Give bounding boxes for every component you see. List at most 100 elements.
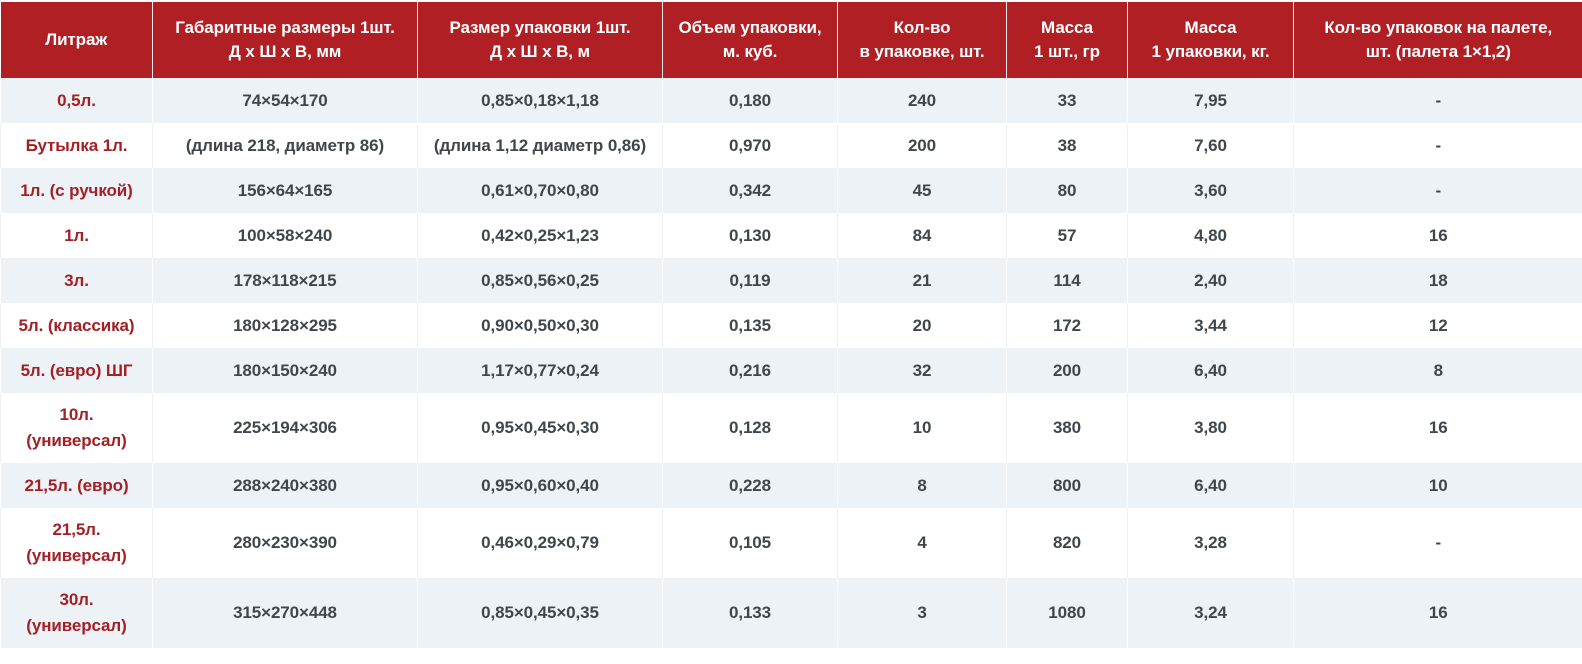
mass-per-item-cell: 114 <box>1006 258 1128 303</box>
package-volume-cell: 0,228 <box>662 463 838 508</box>
table-row: 5л. (классика) 180×128×295 0,90×0,50×0,3… <box>0 303 1582 348</box>
table-header: Литраж Габаритные размеры 1шт. Д х Ш х В… <box>0 2 1582 78</box>
packages-per-pallet-cell: - <box>1293 508 1582 578</box>
mass-per-item-cell: 800 <box>1006 463 1128 508</box>
row-label-cell: 1л. (с ручкой) <box>0 168 153 213</box>
package-volume-cell: 0,130 <box>662 213 838 258</box>
table-row: 30л. (универсал) 315×270×448 0,85×0,45×0… <box>0 578 1582 648</box>
table-row: 21,5л. (универсал) 280×230×390 0,46×0,29… <box>0 508 1582 578</box>
table-row: 1л. 100×58×240 0,42×0,25×1,23 0,130 84 5… <box>0 213 1582 258</box>
package-size-cell: 0,85×0,45×0,35 <box>417 578 663 648</box>
packaging-specs-page: Литраж Габаритные размеры 1шт. Д х Ш х В… <box>0 2 1582 648</box>
item-dimensions-cell: 225×194×306 <box>152 393 418 463</box>
qty-per-package-cell: 4 <box>837 508 1007 578</box>
row-label-cell: 0,5л. <box>0 78 153 123</box>
item-dimensions-cell: (длина 218, диаметр 86) <box>152 123 418 168</box>
package-size-cell: 1,17×0,77×0,24 <box>417 348 663 393</box>
package-size-cell: 0,42×0,25×1,23 <box>417 213 663 258</box>
row-label-cell: Бутылка 1л. <box>0 123 153 168</box>
row-label-cell: 21,5л. (евро) <box>0 463 153 508</box>
mass-per-package-cell: 7,95 <box>1127 78 1294 123</box>
mass-per-package-cell: 3,80 <box>1127 393 1294 463</box>
package-size-cell: 0,90×0,50×0,30 <box>417 303 663 348</box>
qty-per-package-cell: 21 <box>837 258 1007 303</box>
header-packages-per-pallet: Кол-во упаковок на палете, шт. (палета 1… <box>1293 2 1582 78</box>
package-size-cell: 0,85×0,18×1,18 <box>417 78 663 123</box>
packaging-specs-table: Литраж Габаритные размеры 1шт. Д х Ш х В… <box>0 2 1582 648</box>
table-row: 1л. (с ручкой) 156×64×165 0,61×0,70×0,80… <box>0 168 1582 213</box>
table-row: 0,5л. 74×54×170 0,85×0,18×1,18 0,180 240… <box>0 78 1582 123</box>
package-size-cell: (длина 1,12 диаметр 0,86) <box>417 123 663 168</box>
mass-per-package-cell: 3,60 <box>1127 168 1294 213</box>
row-label-cell: 3л. <box>0 258 153 303</box>
qty-per-package-cell: 10 <box>837 393 1007 463</box>
package-volume-cell: 0,105 <box>662 508 838 578</box>
packages-per-pallet-cell: 16 <box>1293 578 1582 648</box>
qty-per-package-cell: 32 <box>837 348 1007 393</box>
item-dimensions-cell: 100×58×240 <box>152 213 418 258</box>
row-label-cell: 1л. <box>0 213 153 258</box>
item-dimensions-cell: 288×240×380 <box>152 463 418 508</box>
qty-per-package-cell: 84 <box>837 213 1007 258</box>
package-volume-cell: 0,342 <box>662 168 838 213</box>
item-dimensions-cell: 315×270×448 <box>152 578 418 648</box>
package-volume-cell: 0,133 <box>662 578 838 648</box>
row-label-cell: 10л. (универсал) <box>0 393 153 463</box>
package-volume-cell: 0,135 <box>662 303 838 348</box>
header-package-volume: Объем упаковки, м. куб. <box>662 2 838 78</box>
header-mass-per-package: Масса 1 упаковки, кг. <box>1127 2 1294 78</box>
packages-per-pallet-cell: 16 <box>1293 393 1582 463</box>
mass-per-item-cell: 38 <box>1006 123 1128 168</box>
packages-per-pallet-cell: 16 <box>1293 213 1582 258</box>
header-row: Литраж Габаритные размеры 1шт. Д х Ш х В… <box>0 2 1582 78</box>
table-row: 21,5л. (евро) 288×240×380 0,95×0,60×0,40… <box>0 463 1582 508</box>
table-row: Бутылка 1л. (длина 218, диаметр 86) (дли… <box>0 123 1582 168</box>
packages-per-pallet-cell: 18 <box>1293 258 1582 303</box>
mass-per-item-cell: 380 <box>1006 393 1128 463</box>
item-dimensions-cell: 180×128×295 <box>152 303 418 348</box>
row-label-cell: 5л. (классика) <box>0 303 153 348</box>
header-item-dimensions: Габаритные размеры 1шт. Д х Ш х В, мм <box>152 2 418 78</box>
mass-per-package-cell: 3,24 <box>1127 578 1294 648</box>
mass-per-item-cell: 820 <box>1006 508 1128 578</box>
item-dimensions-cell: 180×150×240 <box>152 348 418 393</box>
mass-per-item-cell: 80 <box>1006 168 1128 213</box>
mass-per-package-cell: 3,28 <box>1127 508 1294 578</box>
package-size-cell: 0,46×0,29×0,79 <box>417 508 663 578</box>
row-label-cell: 21,5л. (универсал) <box>0 508 153 578</box>
qty-per-package-cell: 3 <box>837 578 1007 648</box>
header-qty-per-package: Кол-во в упаковке, шт. <box>837 2 1007 78</box>
table-row: 3л. 178×118×215 0,85×0,56×0,25 0,119 21 … <box>0 258 1582 303</box>
header-mass-per-item: Масса 1 шт., гр <box>1006 2 1128 78</box>
package-size-cell: 0,95×0,60×0,40 <box>417 463 663 508</box>
package-volume-cell: 0,119 <box>662 258 838 303</box>
table-row: 10л. (универсал) 225×194×306 0,95×0,45×0… <box>0 393 1582 463</box>
header-litrazh: Литраж <box>0 2 153 78</box>
qty-per-package-cell: 240 <box>837 78 1007 123</box>
mass-per-package-cell: 6,40 <box>1127 348 1294 393</box>
packages-per-pallet-cell: 8 <box>1293 348 1582 393</box>
packages-per-pallet-cell: - <box>1293 78 1582 123</box>
item-dimensions-cell: 178×118×215 <box>152 258 418 303</box>
mass-per-package-cell: 2,40 <box>1127 258 1294 303</box>
mass-per-item-cell: 57 <box>1006 213 1128 258</box>
header-package-size: Размер упаковки 1шт. Д х Ш х В, м <box>417 2 663 78</box>
mass-per-item-cell: 200 <box>1006 348 1128 393</box>
mass-per-package-cell: 3,44 <box>1127 303 1294 348</box>
item-dimensions-cell: 156×64×165 <box>152 168 418 213</box>
packages-per-pallet-cell: 12 <box>1293 303 1582 348</box>
mass-per-item-cell: 1080 <box>1006 578 1128 648</box>
qty-per-package-cell: 20 <box>837 303 1007 348</box>
mass-per-package-cell: 4,80 <box>1127 213 1294 258</box>
table-row: 5л. (евро) ШГ 180×150×240 1,17×0,77×0,24… <box>0 348 1582 393</box>
row-label-cell: 5л. (евро) ШГ <box>0 348 153 393</box>
mass-per-package-cell: 6,40 <box>1127 463 1294 508</box>
qty-per-package-cell: 200 <box>837 123 1007 168</box>
package-volume-cell: 0,970 <box>662 123 838 168</box>
package-size-cell: 0,61×0,70×0,80 <box>417 168 663 213</box>
package-size-cell: 0,85×0,56×0,25 <box>417 258 663 303</box>
qty-per-package-cell: 8 <box>837 463 1007 508</box>
package-volume-cell: 0,180 <box>662 78 838 123</box>
packages-per-pallet-cell: 10 <box>1293 463 1582 508</box>
row-label-cell: 30л. (универсал) <box>0 578 153 648</box>
